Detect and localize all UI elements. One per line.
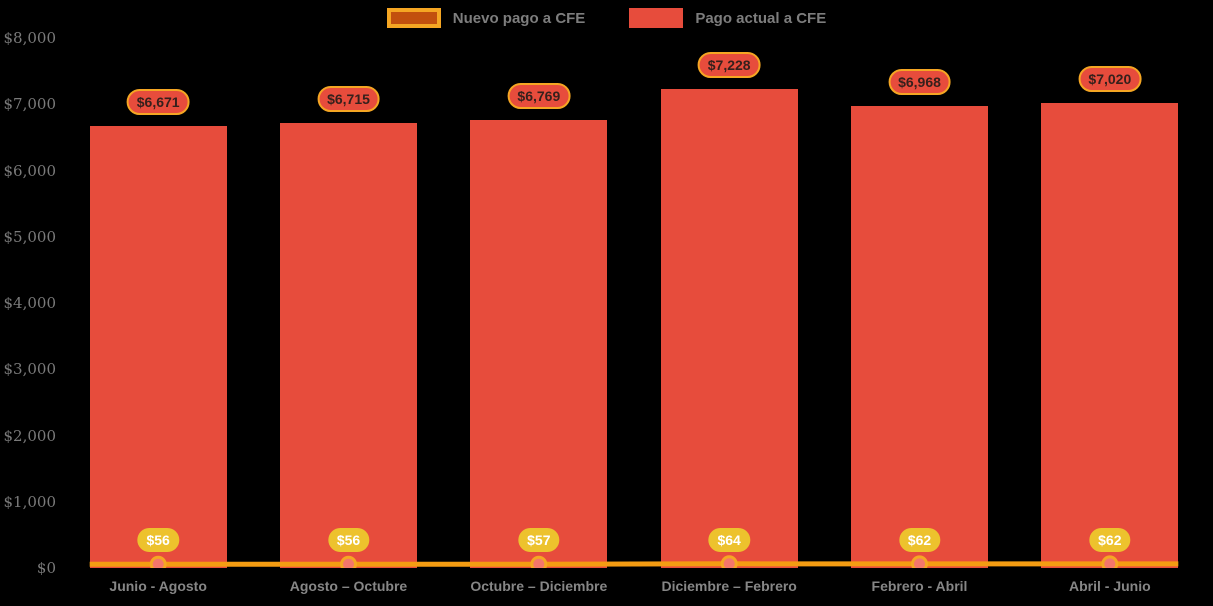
line-marker[interactable] <box>1101 555 1119 568</box>
line-marker[interactable] <box>720 555 738 568</box>
x-axis-category-label: Octubre – Diciembre <box>470 578 608 594</box>
bar-pago-actual[interactable] <box>851 106 988 568</box>
legend: Nuevo pago a CFE Pago actual a CFE <box>0 8 1213 28</box>
x-axis-category-label: Agosto – Octubre <box>289 578 408 594</box>
legend-item-nuevo-pago[interactable]: Nuevo pago a CFE <box>386 8 586 28</box>
bar-pago-actual[interactable] <box>1041 102 1179 568</box>
x-axis-category-label: Diciembre – Febrero <box>661 578 797 594</box>
legend-item-pago-actual[interactable]: Pago actual a CFE <box>629 8 826 28</box>
y-axis-tick-label: $7,000 <box>3 95 57 114</box>
y-axis-tick-label: $8,000 <box>3 29 57 47</box>
y-axis-tick-label: $2,000 <box>3 426 57 445</box>
y-axis: $8,000 $7,000 $6,000 $5,000 $4,000 $3,000 $2,0… <box>0 29 57 577</box>
line-value-badge: $56 <box>137 528 179 553</box>
x-axis-category-label: Abril - Junio <box>1068 578 1151 594</box>
plot-area: $6,671 $56 $6,715 $56 $6,769 $57 $7,228 $64 $6,9… <box>63 38 1205 568</box>
y-axis-tick-label: $3,000 <box>3 360 57 379</box>
line-value-badge: $57 <box>518 528 560 553</box>
nuevo-pago-line <box>89 555 1179 568</box>
bar-pago-actual[interactable] <box>470 119 608 568</box>
y-axis-tick-label: $6,000 <box>3 161 57 180</box>
nuevo-pago-line-path <box>89 561 1179 567</box>
line-value-badge: $56 <box>327 528 370 553</box>
legend-label-pago-actual: Pago actual a CFE <box>695 9 827 27</box>
bar-pago-actual[interactable] <box>280 123 417 568</box>
line-value-badge: $62 <box>1089 527 1131 552</box>
line-value-badge: $62 <box>898 527 941 552</box>
y-axis-tick-label: $1,000 <box>3 492 57 511</box>
line-marker[interactable] <box>530 555 548 568</box>
line-marker[interactable] <box>911 555 928 568</box>
line-marker[interactable] <box>340 555 357 568</box>
bar-value-badge: $7,228 <box>697 52 761 79</box>
x-axis-category-label: Febrero - Abril <box>871 578 968 594</box>
bar-pago-actual[interactable] <box>660 89 798 568</box>
bar-value-badge: $6,715 <box>317 86 380 113</box>
pago-actual-swatch-icon <box>629 8 684 28</box>
bar-value-badge: $7,020 <box>1078 65 1142 92</box>
bar-value-badge: $6,769 <box>507 82 571 109</box>
bar-pago-actual[interactable] <box>89 126 227 568</box>
line-marker[interactable] <box>149 555 167 568</box>
nuevo-pago-swatch-icon <box>386 8 441 28</box>
bar-value-badge: $6,671 <box>126 89 190 116</box>
y-axis-tick-label: $4,000 <box>3 294 57 312</box>
legend-label-nuevo-pago: Nuevo pago a CFE <box>452 9 586 27</box>
x-axis: Junio - Agosto Agosto – Octubre Octubre – … <box>63 578 1205 602</box>
y-axis-tick-label: $5,000 <box>3 227 57 246</box>
y-axis-tick-label: $0 <box>36 559 56 577</box>
x-axis-category-label: Junio - Agosto <box>109 578 207 594</box>
bar-value-badge: $6,968 <box>888 69 951 96</box>
line-value-badge: $64 <box>708 527 750 552</box>
